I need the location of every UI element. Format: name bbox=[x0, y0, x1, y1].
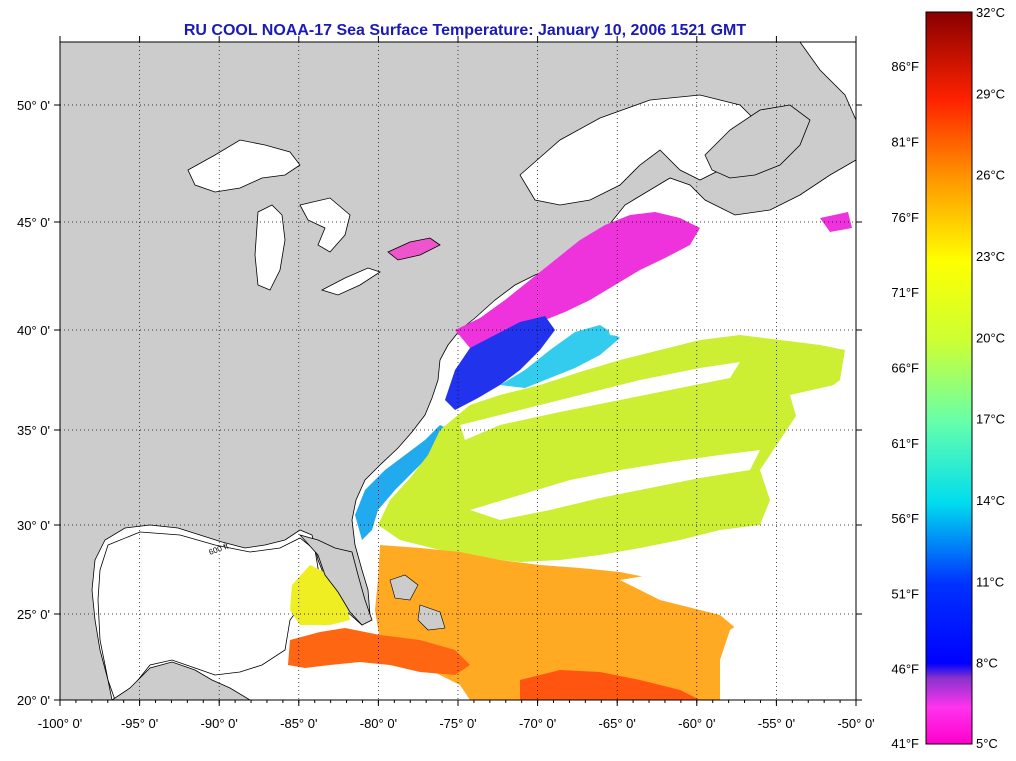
great-lake-superior bbox=[187, 139, 301, 193]
lat-label: 35° 0' bbox=[17, 423, 50, 438]
great-lake-erie bbox=[320, 267, 381, 296]
lon-label: -55° 0' bbox=[758, 716, 795, 731]
sst-caribbean-south bbox=[520, 670, 700, 700]
colorbar-fahrenheit-label: 86°F bbox=[891, 59, 919, 74]
colorbar-celsius-labels: 32°C 29°C 26°C 23°C 20°C 17°C 14°C 11°C 8°C 5°C bbox=[976, 5, 1005, 751]
sst-slope-cyan bbox=[500, 325, 620, 388]
cloud-region-north bbox=[600, 245, 856, 340]
colorbar-fahrenheit-label: 61°F bbox=[891, 436, 919, 451]
lon-label: -100° 0' bbox=[38, 716, 83, 731]
sst-gulf-yellow bbox=[290, 565, 350, 625]
frame-ticks bbox=[54, 36, 862, 706]
colorbar-fahrenheit-label: 51°F bbox=[891, 586, 919, 601]
colorbar-celsius-label: 8°C bbox=[976, 656, 998, 671]
colorbar-celsius-label: 20°C bbox=[976, 330, 1005, 345]
colorbar-celsius-label: 5°C bbox=[976, 736, 998, 751]
lat-label: 20° 0' bbox=[17, 693, 50, 708]
colorbar-fahrenheit-label: 81°F bbox=[891, 135, 919, 150]
map-title: RU COOL NOAA-17 Sea Surface Temperature:… bbox=[183, 22, 747, 39]
great-lake-ontario bbox=[387, 237, 441, 261]
land-north-america bbox=[60, 42, 856, 700]
longitude-labels: -100° 0' -95° 0' -90° 0' -85° 0' -80° 0' -75°… bbox=[38, 716, 875, 731]
lon-label: -90° 0' bbox=[201, 716, 238, 731]
cloud-band-3 bbox=[620, 555, 856, 700]
lon-label: -80° 0' bbox=[360, 716, 397, 731]
colorbar-celsius-label: 32°C bbox=[976, 5, 1005, 20]
lon-label: -50° 0' bbox=[837, 716, 874, 731]
great-lake-huron bbox=[299, 197, 351, 253]
colorbar-fahrenheit-label: 41°F bbox=[891, 736, 919, 751]
lon-label: -65° 0' bbox=[599, 716, 636, 731]
great-lake-michigan bbox=[254, 204, 286, 291]
colorbar-fahrenheit-label: 46°F bbox=[891, 662, 919, 677]
map-area bbox=[60, 42, 856, 700]
sst-caribbean-red bbox=[288, 628, 470, 675]
lat-label: 25° 0' bbox=[17, 607, 50, 622]
colorbar-fahrenheit-label: 66°F bbox=[891, 360, 919, 375]
colorbar-celsius-label: 26°C bbox=[976, 168, 1005, 183]
lon-label: -60° 0' bbox=[678, 716, 715, 731]
lon-label: -95° 0' bbox=[121, 716, 158, 731]
colorbar-celsius-label: 23°C bbox=[976, 249, 1005, 264]
lon-label: -70° 0' bbox=[519, 716, 556, 731]
latitude-labels: 50° 0' 45° 0' 40° 0' 35° 0' 30° 0' 25° 0' 20° … bbox=[17, 98, 50, 708]
cloud-band-2 bbox=[470, 450, 760, 520]
colorbar-fahrenheit-label: 76°F bbox=[891, 210, 919, 225]
lon-label: -85° 0' bbox=[280, 716, 317, 731]
lat-label: 30° 0' bbox=[17, 518, 50, 533]
gulf-st-lawrence bbox=[519, 94, 761, 206]
land-newfoundland bbox=[704, 104, 811, 179]
sst-mid-atlantic-blue bbox=[445, 316, 555, 410]
lon-label: -75° 0' bbox=[439, 716, 476, 731]
colorbar-celsius-label: 17°C bbox=[976, 412, 1005, 427]
lat-label: 45° 0' bbox=[17, 215, 50, 230]
land-yucatan bbox=[111, 661, 251, 700]
cloud-band-1 bbox=[460, 362, 740, 440]
cloud-region-east bbox=[770, 380, 856, 550]
colorbar-fahrenheit-label: 56°F bbox=[891, 511, 919, 526]
lat-label: 50° 0' bbox=[17, 98, 50, 113]
colorbar-celsius-label: 29°C bbox=[976, 86, 1005, 101]
land-bahamas bbox=[389, 574, 446, 631]
sst-se-coast bbox=[355, 425, 450, 540]
land-florida bbox=[298, 534, 373, 626]
grid-lines bbox=[60, 42, 856, 700]
sst-scotian-shelf bbox=[455, 212, 700, 348]
colorbar bbox=[925, 11, 973, 745]
colorbar-fahrenheit-labels: 86°F 81°F 76°F 71°F 66°F 61°F 56°F 51°F 46°F 41°F bbox=[891, 59, 919, 751]
colorbar-fahrenheit-label: 71°F bbox=[891, 285, 919, 300]
colorbar-celsius-label: 11°C bbox=[976, 574, 1004, 589]
gulf-of-mexico bbox=[97, 531, 321, 700]
colorbar-celsius-label: 14°C bbox=[976, 493, 1005, 508]
lat-label: 40° 0' bbox=[17, 323, 50, 338]
